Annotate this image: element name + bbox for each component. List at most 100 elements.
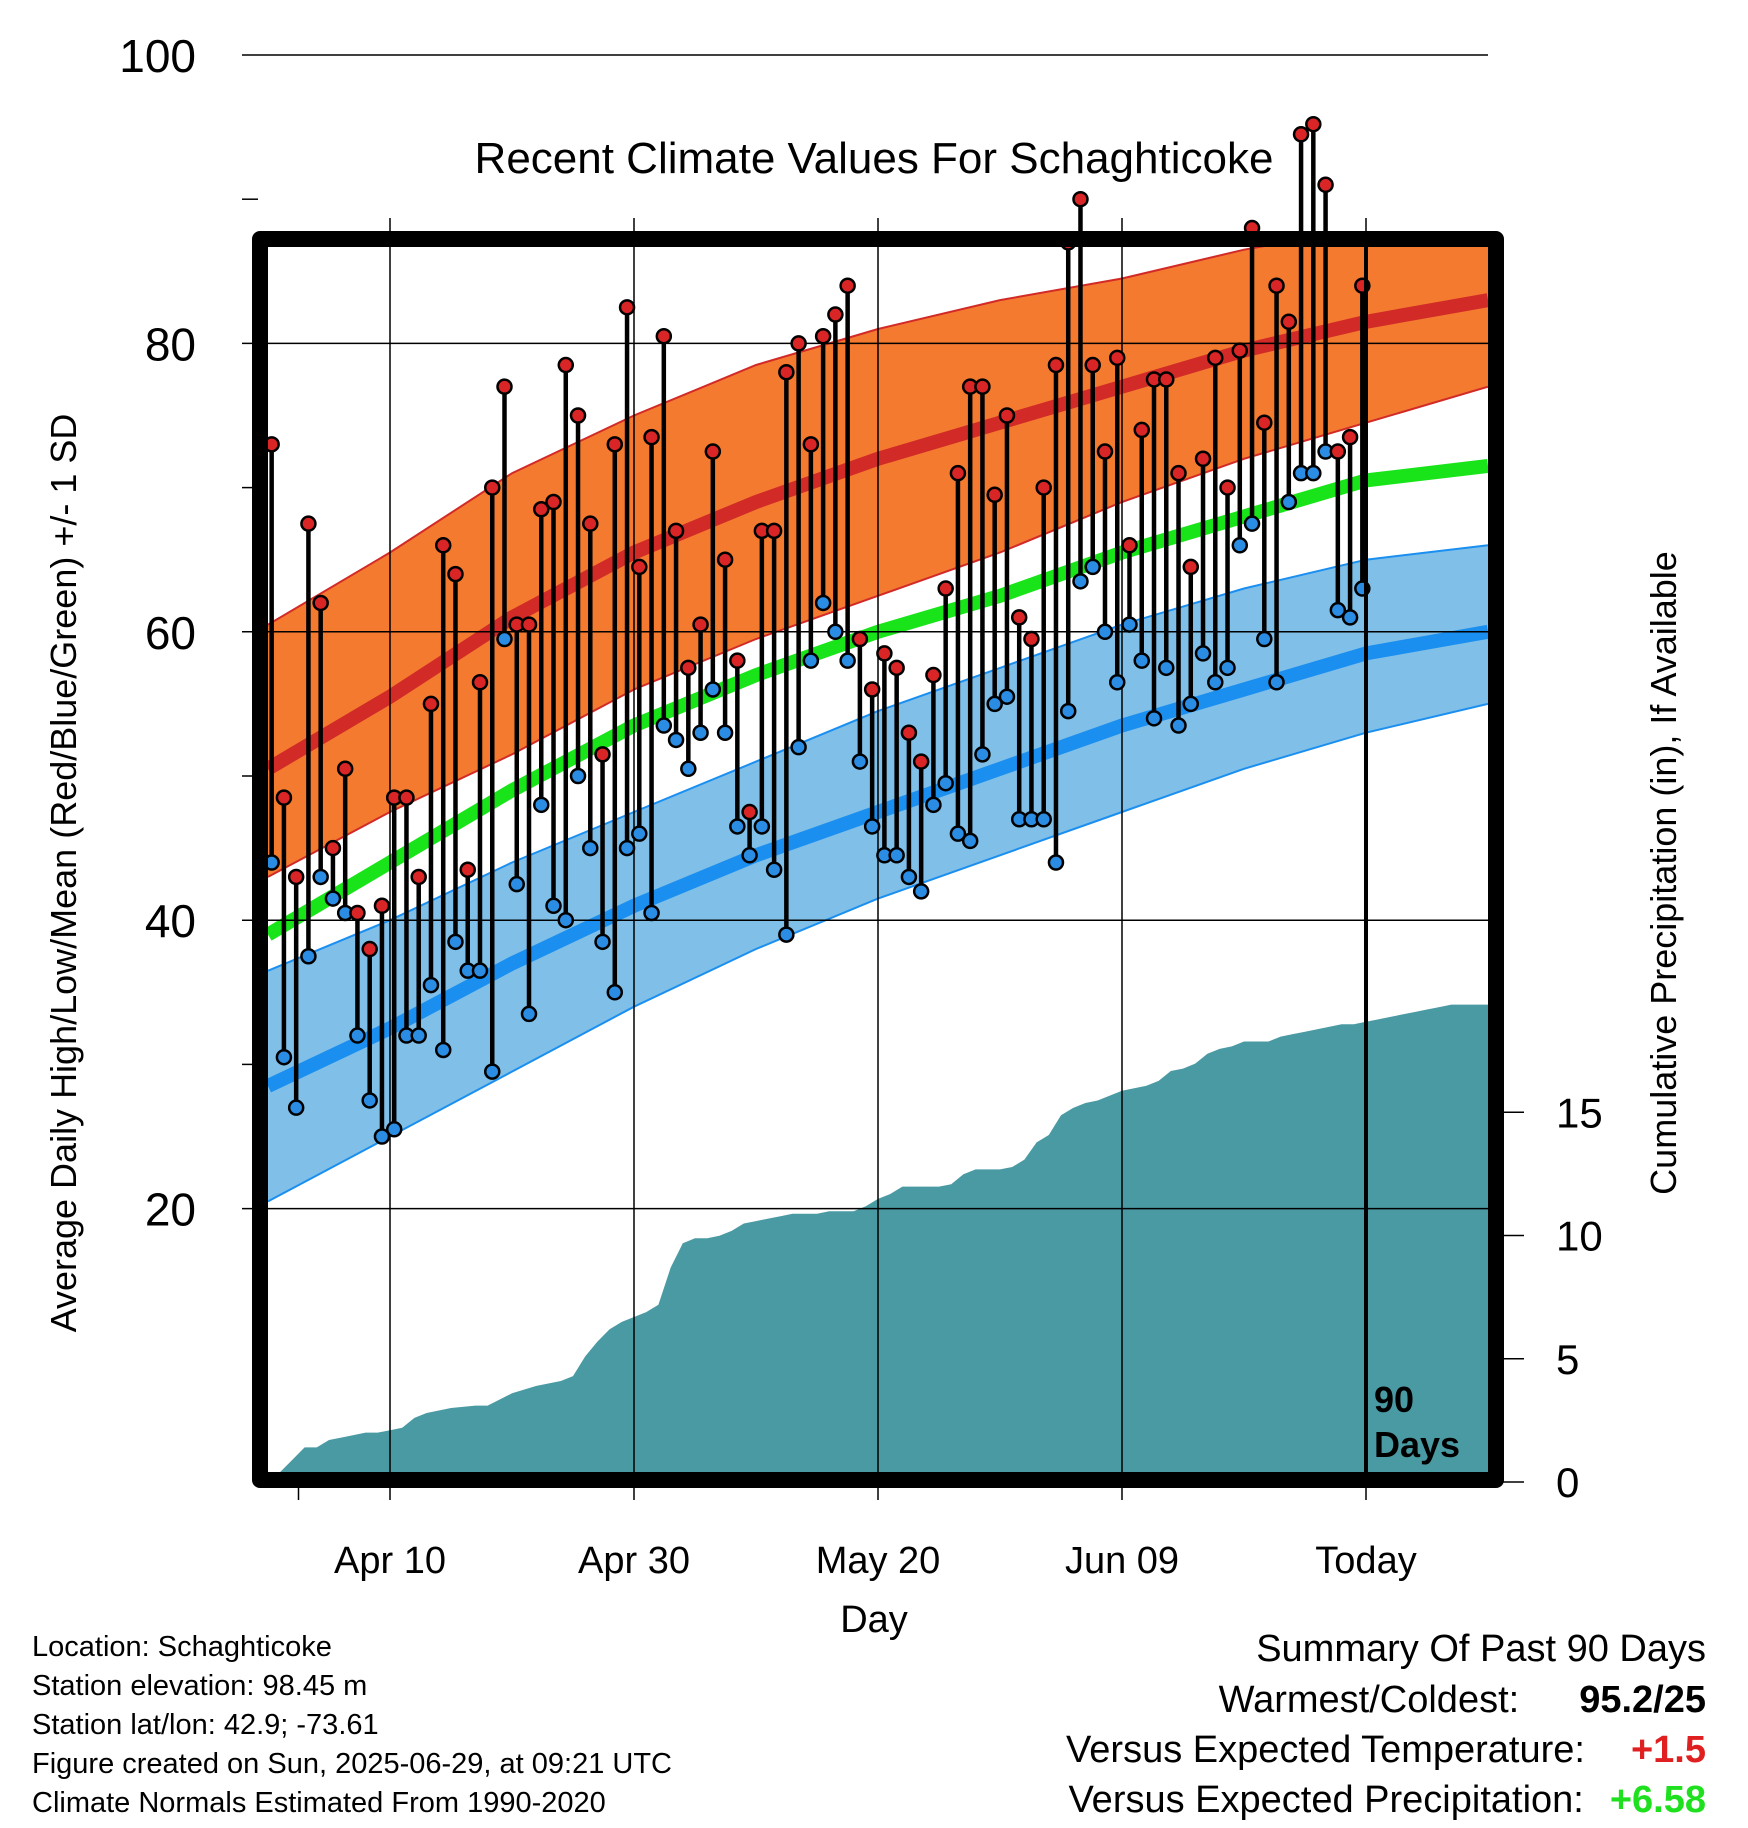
daily-low-point [483,1063,501,1080]
today-label-days: Days [1374,1424,1460,1465]
y-tick-label: 80 [145,318,196,370]
daily-low-point [827,623,844,641]
daily-low-point [1035,811,1052,828]
daily-high-point [410,868,427,886]
daily-low-point [545,897,562,915]
daily-low-point [741,847,758,864]
daily-high-point [1256,414,1273,431]
daily-high-point [1170,464,1187,482]
daily-high-point [459,861,476,878]
daily-low-point [949,825,967,842]
daily-high-point [471,674,489,691]
daily-low-point [814,594,832,612]
daily-high-point [1133,421,1151,439]
daily-low-point [863,818,881,835]
daily-low-point [312,868,329,886]
daily-high-point [594,746,611,763]
daily-high-point [790,335,807,352]
daily-high-point [300,515,317,532]
x-tick-label: Apr 10 [334,1540,446,1582]
daily-low-point [716,724,734,741]
daily-high-point [606,436,624,453]
x-tick-label: Today [1315,1540,1416,1582]
daily-high-point [1158,371,1175,388]
daily-low-point [1268,674,1285,691]
daily-high-point [545,493,562,511]
daily-high-point [582,515,599,532]
daily-high-point [533,500,550,518]
chart-title: Recent Climate Values For Schaghticoke [475,134,1274,183]
y-tick-label: 60 [145,607,196,659]
daily-low-point [1047,854,1065,871]
normals-text: Climate Normals Estimated From 1990-2020 [32,1787,606,1819]
daily-high-point [667,522,685,540]
daily-high-point [729,652,746,669]
daily-high-point [912,753,930,770]
daily-high-point [900,724,918,741]
daily-low-point [1182,695,1200,713]
temp-label: Versus Expected Temperature: [1066,1729,1585,1771]
daily-high-point [937,580,954,597]
daily-high-point [863,681,881,698]
daily-high-point [827,306,844,323]
daily-high-point [765,522,783,540]
daily-low-point [361,1092,378,1109]
daily-low-point [802,652,820,669]
daily-high-point [447,565,464,583]
daily-high-point [949,464,967,482]
daily-low-point [1280,493,1298,511]
x-tick-label: May 20 [816,1540,941,1582]
created-text: Figure created on Sun, 2025-06-29, at 09… [32,1748,672,1780]
daily-high-point [373,897,391,915]
daily-low-point [851,753,869,770]
daily-high-point [349,904,366,922]
y-axis-label: Average Daily High/Low/Mean (Red/Blue/Gr… [43,414,84,1333]
daily-high-point [839,277,856,294]
daily-high-point [496,378,513,395]
daily-low-point [287,1099,305,1116]
daily-high-point [324,839,342,857]
daily-high-point [716,551,734,568]
y-tick-label: 20 [145,1184,196,1236]
daily-high-point [275,789,293,806]
summary-temperature: Versus Expected Temperature: +1.5 [1066,1729,1706,1772]
daily-high-point [520,616,538,633]
daily-high-point [287,868,305,886]
daily-high-point [802,436,820,453]
daily-low-point [1207,674,1224,691]
daily-high-point [692,616,709,633]
daily-low-point [300,948,317,965]
daily-low-point [1059,702,1077,720]
x-tick-label: Apr 30 [578,1540,690,1582]
daily-high-point [434,537,452,554]
daily-low-point [1096,623,1114,641]
daily-high-point [998,407,1016,424]
daily-observations [263,115,1371,1145]
daily-high-point [851,630,869,648]
daily-high-point [1341,428,1359,446]
y-tick-label: 100 [119,30,196,82]
daily-low-point [508,875,526,893]
daily-low-point [729,818,746,835]
daily-low-point [1084,558,1101,576]
daily-low-point [557,911,575,929]
daily-low-point [1133,652,1151,669]
summary-title: Summary Of Past 90 Days [1256,1628,1706,1670]
daily-high-point [1207,349,1224,367]
daily-high-point [631,558,648,576]
daily-low-point [533,796,550,814]
daily-high-point [1182,558,1200,576]
location-text: Location: Schaghticoke [32,1631,332,1663]
daily-high-point [778,363,795,381]
daily-high-point [618,299,636,316]
daily-low-point [667,731,685,749]
daily-low-point [1243,515,1261,532]
summary-extremes: Warmest/Coldest: 95.2/25 [1219,1679,1706,1722]
daily-low-point [778,926,795,943]
daily-low-point [1305,464,1322,482]
daily-high-point [1268,277,1285,294]
daily-high-point [1280,313,1298,331]
extremes-label: Warmest/Coldest: [1218,1679,1520,1721]
